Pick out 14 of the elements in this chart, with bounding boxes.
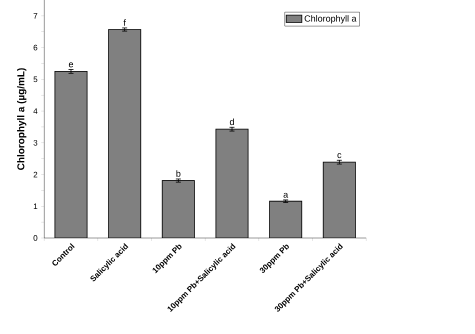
annotation: b bbox=[176, 170, 180, 177]
bar bbox=[269, 200, 302, 238]
y-axis-title: Chlorophyll a (µg/mL) bbox=[17, 68, 26, 170]
bar bbox=[108, 29, 142, 238]
bar bbox=[162, 180, 195, 238]
bar bbox=[216, 128, 248, 238]
bar bbox=[54, 71, 88, 238]
annotation: c bbox=[337, 153, 342, 158]
annotation: f bbox=[124, 19, 126, 26]
bar bbox=[322, 162, 356, 238]
annotation: a bbox=[284, 192, 288, 198]
legend-label: Chlorophyll a bbox=[304, 15, 357, 24]
annotation: e bbox=[68, 62, 74, 68]
annotation: d bbox=[230, 118, 234, 126]
